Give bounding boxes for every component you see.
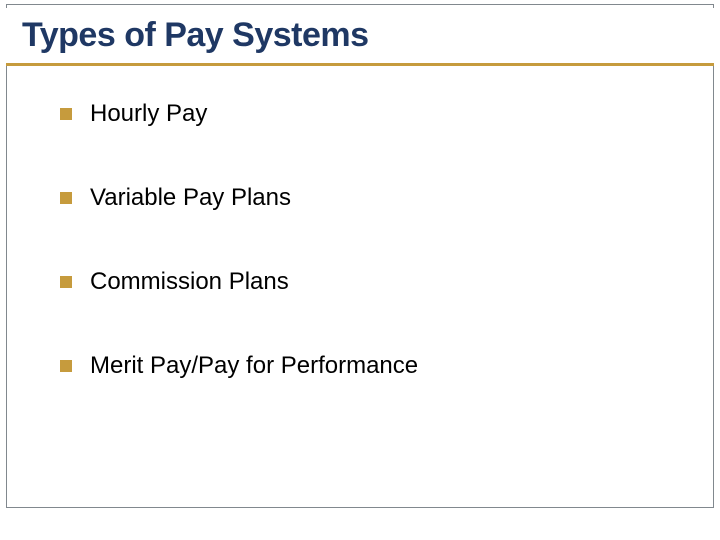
bullet-list: Hourly Pay Variable Pay Plans Commission…	[60, 100, 680, 436]
bullet-label: Hourly Pay	[90, 100, 207, 128]
list-item: Hourly Pay	[60, 100, 680, 128]
bullet-icon	[60, 276, 72, 288]
bullet-label: Commission Plans	[90, 268, 289, 296]
title-bar: Types of Pay Systems	[6, 8, 714, 66]
list-item: Variable Pay Plans	[60, 184, 680, 212]
list-item: Commission Plans	[60, 268, 680, 296]
bullet-icon	[60, 192, 72, 204]
bullet-label: Variable Pay Plans	[90, 184, 291, 212]
bullet-icon	[60, 108, 72, 120]
slide-title: Types of Pay Systems	[6, 16, 369, 55]
bullet-icon	[60, 360, 72, 372]
bullet-label: Merit Pay/Pay for Performance	[90, 352, 418, 380]
list-item: Merit Pay/Pay for Performance	[60, 352, 680, 380]
